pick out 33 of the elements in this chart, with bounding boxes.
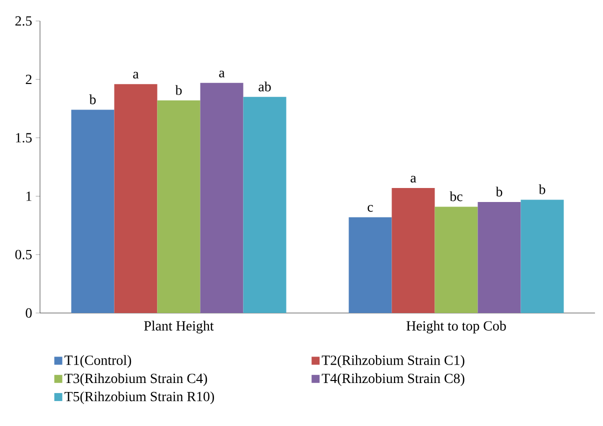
y-tick-label: 1.5 [16,133,32,143]
x-tick-label: Plant Height [144,320,214,334]
legend-label: T5(Rihzobium Strain R10) [64,391,214,404]
bar [200,82,244,313]
bar [348,217,392,313]
data-label: a [133,72,139,79]
data-label: c [368,204,373,212]
bar [478,202,521,313]
y-tick-label: 2.5 [15,16,32,26]
data-label: b [175,85,182,95]
bar [520,200,564,313]
bar [434,206,478,313]
legend-label: T4(Rihzobium Strain C8) [322,373,464,386]
data-label: a [410,176,416,183]
y-tick-label: 2 [26,74,32,84]
y-tick-label: 0 [26,308,32,318]
bar [243,96,286,313]
y-tick-label: 1 [26,192,32,201]
data-label: b [538,184,546,194]
bar [392,188,435,313]
bar [114,84,158,313]
data-label: b [89,94,96,104]
legend-label: T3(Rihzobium Strain C4) [64,373,208,386]
data-label: b [496,186,502,197]
x-tick-label: Height to top Cob [406,320,506,334]
legend-label: T1(Control) [64,355,132,368]
legend-label: T2(Rihzobium Strain C1) [322,355,464,368]
data-label: bc [450,191,462,202]
data-label: ab [258,82,271,92]
bar [71,110,114,313]
data-label: a [219,70,225,78]
y-tick-label: 0.5 [15,250,32,260]
bar [157,100,200,313]
